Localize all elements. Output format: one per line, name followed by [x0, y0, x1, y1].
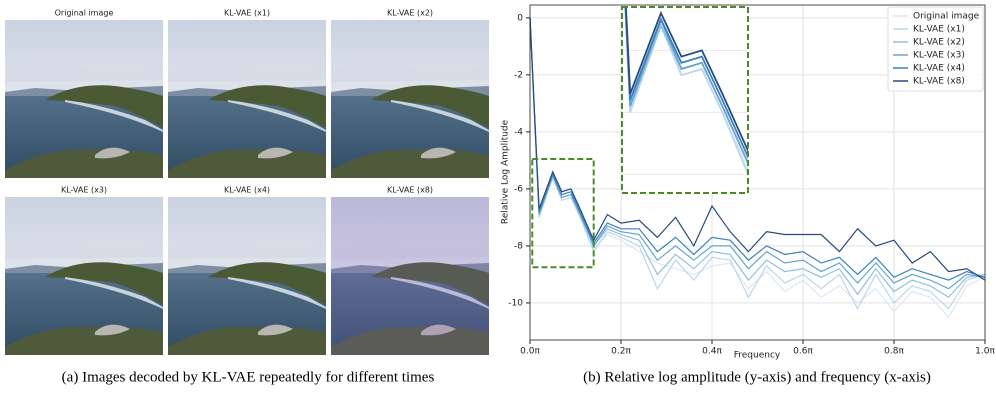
- x-tick-label: 1.0π: [975, 347, 995, 357]
- series-line: [529, 17, 986, 281]
- inset: [622, 7, 748, 177]
- zoom-box: [531, 157, 595, 269]
- y-tick-label: -4: [514, 127, 523, 137]
- x-tick-label: 0.2π: [611, 347, 631, 357]
- legend-label: KL-VAE (x2): [913, 38, 965, 48]
- legend-label: KL-VAE (x3): [913, 51, 965, 61]
- image-title: KL-VAE (x2): [387, 9, 433, 18]
- legend-label: KL-VAE (x4): [913, 64, 965, 74]
- y-tick-label: -6: [514, 184, 523, 194]
- axes-frame: [529, 4, 986, 341]
- image-title: Original image: [55, 9, 114, 18]
- y-tick-label: -2: [514, 70, 523, 80]
- inset-line: [625, 7, 748, 153]
- inset-line: [624, 7, 748, 166]
- image: [5, 20, 163, 178]
- caption: (b) Relative log amplitude (y-axis) and …: [583, 369, 931, 385]
- artifact-overlay: [331, 197, 489, 355]
- x-tick-label: 0.6π: [793, 347, 813, 357]
- legend-label: Original image: [913, 12, 980, 22]
- series-line: [529, 17, 986, 310]
- y-tick-label: -8: [514, 241, 523, 251]
- inset-line: [624, 7, 748, 177]
- image: [5, 197, 163, 355]
- image-grid: Original image KL-VAE (x1) KL-VAE (x2) K…: [5, 9, 489, 385]
- inset-border: [621, 6, 749, 194]
- image-title: KL-VAE (x4): [224, 186, 270, 195]
- y-tick-label: 0: [517, 13, 523, 23]
- legend-label: KL-VAE (x8): [913, 77, 965, 87]
- y-tick-label: -10: [508, 298, 523, 308]
- caption: (a) Images decoded by KL-VAE repeatedly …: [62, 369, 435, 385]
- x-tick-label: 0.0π: [520, 347, 540, 357]
- x-axis-label: Frequency: [734, 351, 781, 361]
- inset-bg: [622, 7, 748, 193]
- x-tick-label: 0.4π: [702, 347, 722, 357]
- y-axis-label: Relative Log Amplitude: [501, 119, 511, 224]
- image-title: KL-VAE (x3): [61, 186, 107, 195]
- x-tick-label: 0.8π: [884, 347, 904, 357]
- image: [331, 20, 489, 178]
- series-line: [529, 17, 986, 290]
- image-title: KL-VAE (x1): [224, 9, 270, 18]
- legend-box: [887, 6, 984, 92]
- image: [168, 20, 326, 178]
- image-title: KL-VAE (x8): [387, 186, 433, 195]
- plot: 0.0π 0.2π 0.4π 0.6π 0.8π 1.0π 0 -2 -4 -6 -8 -10 Orig…: [508, 4, 995, 357]
- inset-line: [624, 7, 748, 160]
- legend-label: KL-VAE (x1): [913, 25, 965, 35]
- image: [168, 197, 326, 355]
- series-line: [529, 17, 986, 281]
